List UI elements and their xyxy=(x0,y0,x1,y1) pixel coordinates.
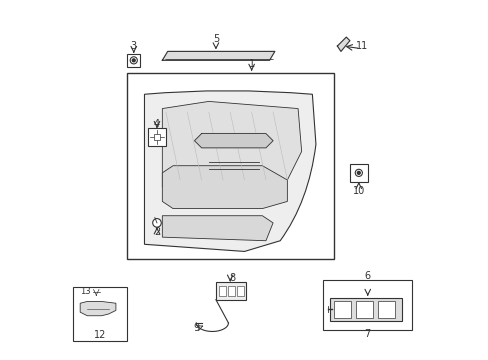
Text: 4: 4 xyxy=(154,118,160,129)
Bar xyxy=(219,286,225,296)
Bar xyxy=(377,301,394,318)
Circle shape xyxy=(152,219,161,227)
Text: 12: 12 xyxy=(93,330,106,341)
Bar xyxy=(349,164,367,182)
PathPatch shape xyxy=(162,216,272,241)
Polygon shape xyxy=(194,134,272,148)
Text: 6: 6 xyxy=(364,271,370,282)
PathPatch shape xyxy=(144,91,315,251)
Text: 1: 1 xyxy=(248,59,254,69)
Bar xyxy=(216,282,246,300)
Text: 8: 8 xyxy=(228,273,235,283)
Text: 7: 7 xyxy=(364,329,370,339)
Polygon shape xyxy=(162,51,274,60)
Text: 11: 11 xyxy=(356,41,368,51)
Bar xyxy=(329,298,401,321)
Bar xyxy=(355,301,372,318)
Text: 5: 5 xyxy=(212,34,219,44)
Bar xyxy=(73,287,126,341)
Bar xyxy=(237,286,244,296)
Circle shape xyxy=(357,171,360,174)
PathPatch shape xyxy=(162,102,301,191)
Bar xyxy=(154,134,160,140)
Bar xyxy=(333,301,350,318)
Text: 13: 13 xyxy=(80,287,91,296)
Text: 9: 9 xyxy=(193,323,199,333)
Bar xyxy=(148,128,165,146)
Text: 2: 2 xyxy=(154,227,160,237)
Bar xyxy=(126,73,333,258)
Polygon shape xyxy=(337,37,349,51)
Bar xyxy=(127,54,140,67)
Bar xyxy=(228,286,234,296)
Text: 10: 10 xyxy=(352,186,364,196)
Circle shape xyxy=(132,59,135,62)
PathPatch shape xyxy=(80,301,116,316)
PathPatch shape xyxy=(162,166,287,208)
Text: 3: 3 xyxy=(130,41,137,51)
Circle shape xyxy=(354,169,362,176)
Bar xyxy=(323,280,411,330)
Circle shape xyxy=(130,57,137,64)
